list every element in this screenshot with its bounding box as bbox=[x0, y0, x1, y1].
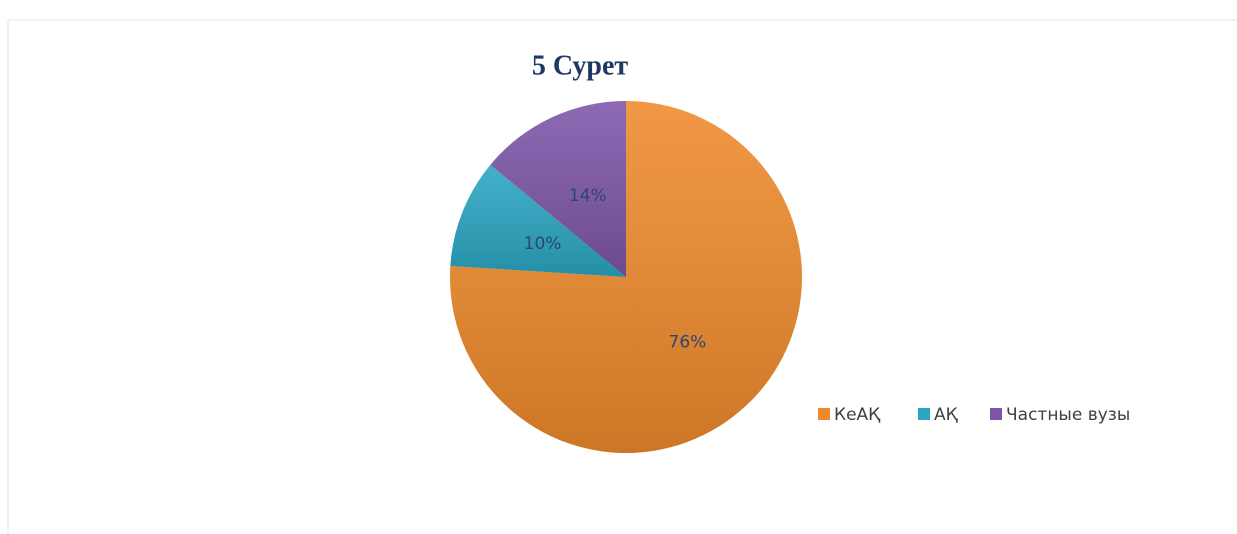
legend-label: Частные вузы bbox=[1006, 405, 1130, 425]
data-label: 14% bbox=[569, 186, 607, 206]
chart-title: 5 Сурет bbox=[532, 50, 629, 81]
data-label: 10% bbox=[524, 234, 562, 254]
legend-swatch bbox=[990, 408, 1002, 420]
pie: 76% 10% 14% bbox=[449, 101, 802, 453]
legend-label: АҚ bbox=[934, 405, 959, 425]
slice-shade bbox=[450, 164, 626, 277]
legend: КеАҚ АҚ Частные вузы bbox=[818, 405, 1130, 425]
legend-label: КеАҚ bbox=[834, 405, 881, 425]
slice-shade bbox=[449, 101, 802, 453]
slice-shade bbox=[490, 101, 626, 277]
legend-swatch bbox=[818, 408, 830, 420]
legend-swatch bbox=[918, 408, 930, 420]
data-label: 76% bbox=[669, 332, 707, 352]
